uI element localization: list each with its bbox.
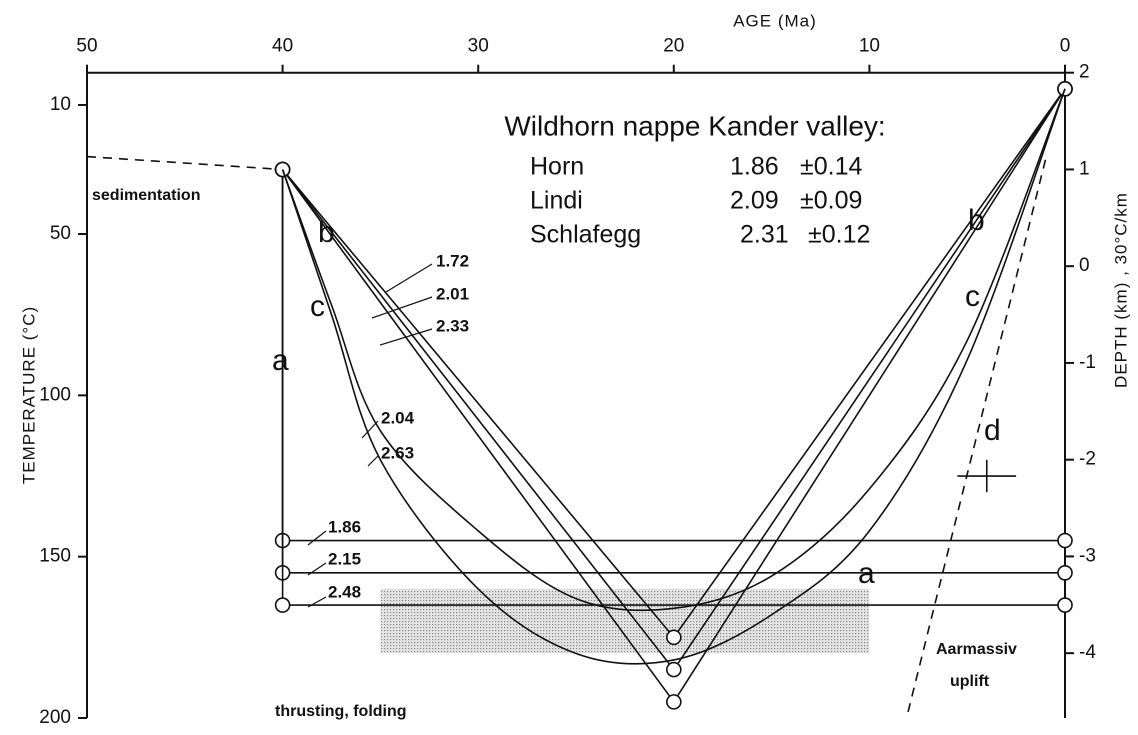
- y2-tick-label: -4: [1079, 642, 1096, 663]
- annotation: Aarmassiv: [936, 641, 1017, 658]
- y-axis-title: TEMPERATURE (°C): [19, 306, 38, 484]
- series-line: [281, 169, 1065, 574]
- point-marker: [1057, 597, 1073, 613]
- chart-title: Wildhorn nappe Kander valley:: [504, 110, 885, 141]
- leader-line: [367, 455, 379, 467]
- series-line: [281, 169, 1065, 542]
- annotation: d: [984, 414, 1001, 447]
- annotation: sedimentation: [92, 187, 200, 204]
- series-line: [905, 159, 1047, 719]
- leader-line: [385, 263, 433, 293]
- shaded-region: [380, 588, 870, 654]
- point-marker: [665, 661, 682, 678]
- series-line: [281, 169, 1065, 606]
- table-cell: 1.86: [730, 153, 779, 181]
- series-label: 1.72: [436, 251, 469, 270]
- y2-tick-label: 1: [1079, 158, 1090, 179]
- y2-tick-label: 2: [1079, 62, 1090, 83]
- series-label: 2.04: [381, 408, 415, 427]
- series-line: [86, 155, 283, 171]
- y2-axis-title: DEPTH (km) , 30°C/km: [1111, 192, 1130, 388]
- y-tick-label: 100: [39, 384, 71, 405]
- leader-line: [371, 296, 433, 319]
- annotation: thrusting, folding: [275, 703, 407, 720]
- point-marker: [665, 694, 682, 710]
- y-tick-label: 50: [50, 223, 71, 244]
- series-label: 2.33: [436, 316, 469, 335]
- series-label: 1.86: [328, 517, 361, 536]
- y2-tick-label: -1: [1079, 352, 1096, 373]
- annotation: a: [272, 344, 289, 377]
- point-marker: [665, 629, 682, 646]
- point-marker: [1057, 565, 1073, 581]
- x-tick-label: 20: [663, 36, 684, 57]
- y2-tick-label: -2: [1079, 449, 1096, 470]
- x-tick-label: 30: [468, 36, 489, 57]
- table-cell: ±0.14: [800, 153, 862, 181]
- table-cell: Horn: [530, 153, 584, 181]
- annotation: c: [965, 280, 980, 313]
- table-cell: 2.31: [740, 221, 789, 249]
- series-label: 2.01: [436, 284, 469, 303]
- y-tick-label: 200: [39, 707, 71, 728]
- x-tick-label: 0: [1060, 36, 1071, 57]
- annotation: uplift: [950, 673, 990, 690]
- point-marker: [274, 597, 291, 613]
- table-cell: ±0.12: [808, 221, 870, 249]
- series-line: [281, 88, 1066, 665]
- x-tick-label: 10: [859, 36, 880, 57]
- table-cell: ±0.09: [800, 187, 862, 215]
- series-label: 2.48: [328, 582, 361, 601]
- y-tick-label: 10: [50, 94, 71, 115]
- table-cell: Lindi: [530, 187, 583, 215]
- y2-tick-label: -3: [1079, 545, 1096, 566]
- table-cell: 2.09: [730, 187, 779, 215]
- x-tick-label: 40: [272, 36, 293, 57]
- series-line: [281, 88, 1066, 612]
- annotation: c: [310, 290, 325, 323]
- table-cell: Schlafegg: [530, 221, 641, 249]
- y2-tick-label: 0: [1079, 255, 1090, 276]
- leader-line: [307, 530, 327, 546]
- y-tick-label: 150: [39, 546, 71, 567]
- point-marker: [1057, 532, 1073, 549]
- x-tick-label: 50: [76, 36, 97, 57]
- x-axis-title: AGE (Ma): [733, 11, 817, 30]
- series-label: 2.15: [328, 549, 361, 568]
